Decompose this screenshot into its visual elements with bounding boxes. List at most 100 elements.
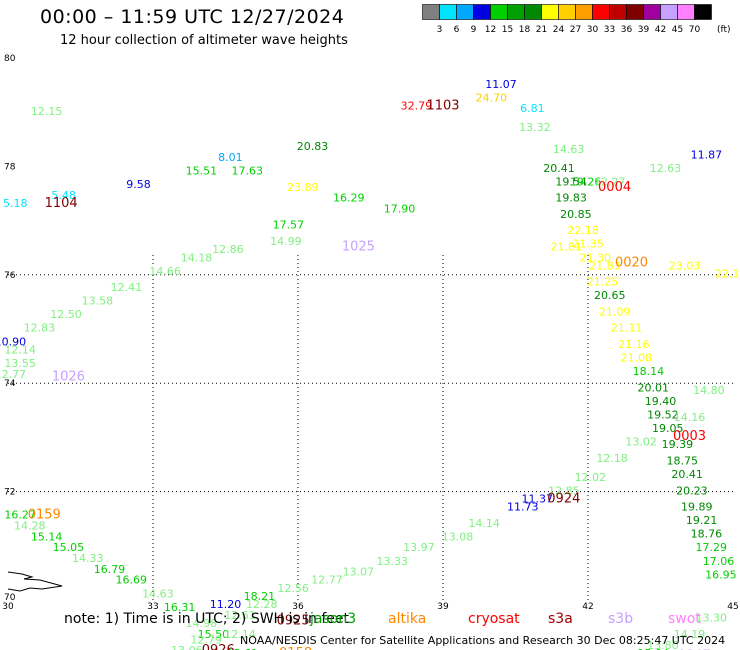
swh-observation: 17.90 — [384, 202, 416, 215]
pass-time-label: 1104 — [45, 196, 78, 211]
swh-observation: 21.09 — [599, 305, 631, 318]
x-tick-label: 45 — [727, 602, 738, 612]
colorbar-tick-label: 12 — [485, 25, 496, 35]
swh-observation: 12.27 — [594, 175, 626, 188]
swh-observation: 11.20 — [210, 598, 242, 611]
colorbar-tick-label: 70 — [689, 25, 701, 35]
swh-observation: 19.54 — [555, 175, 587, 188]
swh-observation: 21.30 — [580, 251, 612, 264]
swh-observation: 8.01 — [218, 151, 243, 164]
swh-observation: 20.83 — [297, 140, 329, 153]
swh-observation: 12.50 — [50, 308, 82, 321]
pass-time-label: 1025 — [342, 239, 375, 254]
swh-observation: 13.07 — [343, 566, 375, 579]
swh-observation: 24.70 — [476, 91, 508, 104]
swh-observation: 19.52 — [647, 408, 679, 421]
swh-observation: 14.19 — [674, 628, 706, 641]
swh-observation: 16.27 — [4, 509, 36, 522]
swh-observation: 15.61 — [227, 647, 259, 650]
swh-observation: 20.41 — [543, 162, 575, 175]
legend-cryosat: cryosat — [468, 611, 520, 627]
pass-time-label: 0159 — [28, 508, 61, 523]
swh-observation: 11.07 — [485, 78, 517, 91]
swh-observation: 21.16 — [618, 338, 650, 351]
swh-observation: 13.08 — [442, 530, 474, 543]
swh-observation: 17.29 — [696, 541, 728, 554]
legend-s3a: s3a — [548, 611, 573, 627]
swh-observation: 18.75 — [667, 455, 699, 468]
swh-observation: 12.56 — [277, 582, 309, 595]
swh-observation: 19.05 — [652, 422, 684, 435]
legend-swot: swot — [668, 611, 701, 627]
swh-observation: 21.35 — [572, 238, 604, 251]
swh-observation: 13.30 — [696, 612, 728, 625]
pass-time-label: 0847 — [678, 649, 711, 650]
swh-observation: 12.02 — [575, 471, 607, 484]
swh-observation: 14.18 — [181, 251, 213, 264]
swh-observation: 12.41 — [111, 281, 143, 294]
swh-observation: 12.77 — [311, 574, 343, 587]
swh-observation: 14.14 — [468, 517, 500, 530]
swh-observation: 18.76 — [691, 528, 723, 541]
swh-observation: 13.97 — [403, 541, 435, 554]
swh-observation: 14.63 — [142, 587, 174, 600]
footnote: note: 1) Time is in UTC; 2) SWH is in fe… — [64, 611, 350, 627]
pass-time-label: 0158 — [279, 646, 312, 650]
swh-observation: 12.15 — [31, 105, 63, 118]
y-tick-label: 78 — [4, 162, 16, 172]
swh-observation: 13.58 — [82, 295, 114, 308]
swh-observation: 12.61 — [224, 609, 256, 622]
swh-observation: 16.79 — [94, 563, 126, 576]
colorbar-tick-label: 30 — [587, 25, 599, 35]
swh-observation: 13.32 — [519, 121, 551, 134]
swh-observation: 32.79 — [401, 99, 433, 112]
swh-observation: 5.48 — [51, 189, 76, 202]
chart-title: 00:00 – 11:59 UTC 12/27/2024 — [40, 6, 345, 28]
swh-observation: 14.63 — [553, 143, 585, 156]
swh-observation: 12.85 — [548, 484, 580, 497]
swh-observation: 19.83 — [555, 192, 587, 205]
credit-line: NOAA/NESDIS Center for Satellite Applica… — [240, 634, 726, 647]
swh-observation: 17.63 — [232, 165, 264, 178]
swh-observation: 19.26 — [570, 175, 602, 188]
colorbar-tick-label: 45 — [672, 25, 683, 35]
swh-observation: 18.21 — [244, 590, 276, 603]
pass-time-label: 1103 — [426, 98, 459, 113]
swh-observation: 14.33 — [72, 552, 104, 565]
colorbar-tick-label: 27 — [570, 25, 581, 35]
y-tick-label: 70 — [4, 593, 16, 603]
pass-time-label: 0003 — [673, 429, 706, 444]
swh-observation: 6.81 — [520, 102, 545, 115]
swh-observation: 12.86 — [212, 243, 244, 256]
swh-observation: 23.03 — [669, 259, 701, 272]
swh-observation: 16.31 — [164, 601, 196, 614]
swh-observation: 13.02 — [625, 436, 657, 449]
swh-observation: 23.89 — [287, 181, 319, 194]
x-tick-label: 30 — [2, 602, 14, 612]
swh-observation: 14.28 — [14, 520, 46, 533]
pass-time-label: 1026 — [52, 369, 85, 384]
swh-observation: 16.95 — [705, 568, 737, 581]
swh-observation: 12.83 — [24, 322, 56, 335]
swh-observation: 13.80 — [647, 639, 679, 650]
chart-subtitle: 12 hour collection of altimeter wave hei… — [60, 33, 348, 48]
swh-observation: 11.73 — [507, 501, 539, 514]
colorbar-tick-label: 24 — [553, 25, 565, 35]
swh-observation: 19.89 — [681, 501, 713, 514]
y-tick-label: 80 — [4, 54, 16, 64]
swh-observation: 22.18 — [567, 224, 599, 237]
colorbar-tick-label: 39 — [638, 25, 650, 35]
swh-observation: 11.37 — [522, 492, 554, 505]
x-tick-label: 33 — [147, 602, 158, 612]
swh-observation: 15.50 — [198, 628, 230, 641]
swh-observation: 12.18 — [596, 452, 628, 465]
swh-observation: 5.18 — [3, 197, 28, 210]
swh-observation: 15.04 — [638, 647, 670, 650]
swh-observation: 12.63 — [650, 162, 682, 175]
swh-observation: 17.57 — [273, 219, 305, 232]
colorbar-tick-label: 6 — [454, 25, 460, 35]
swh-observation: 15.51 — [186, 165, 218, 178]
pass-time-label: 0925 — [277, 613, 310, 628]
